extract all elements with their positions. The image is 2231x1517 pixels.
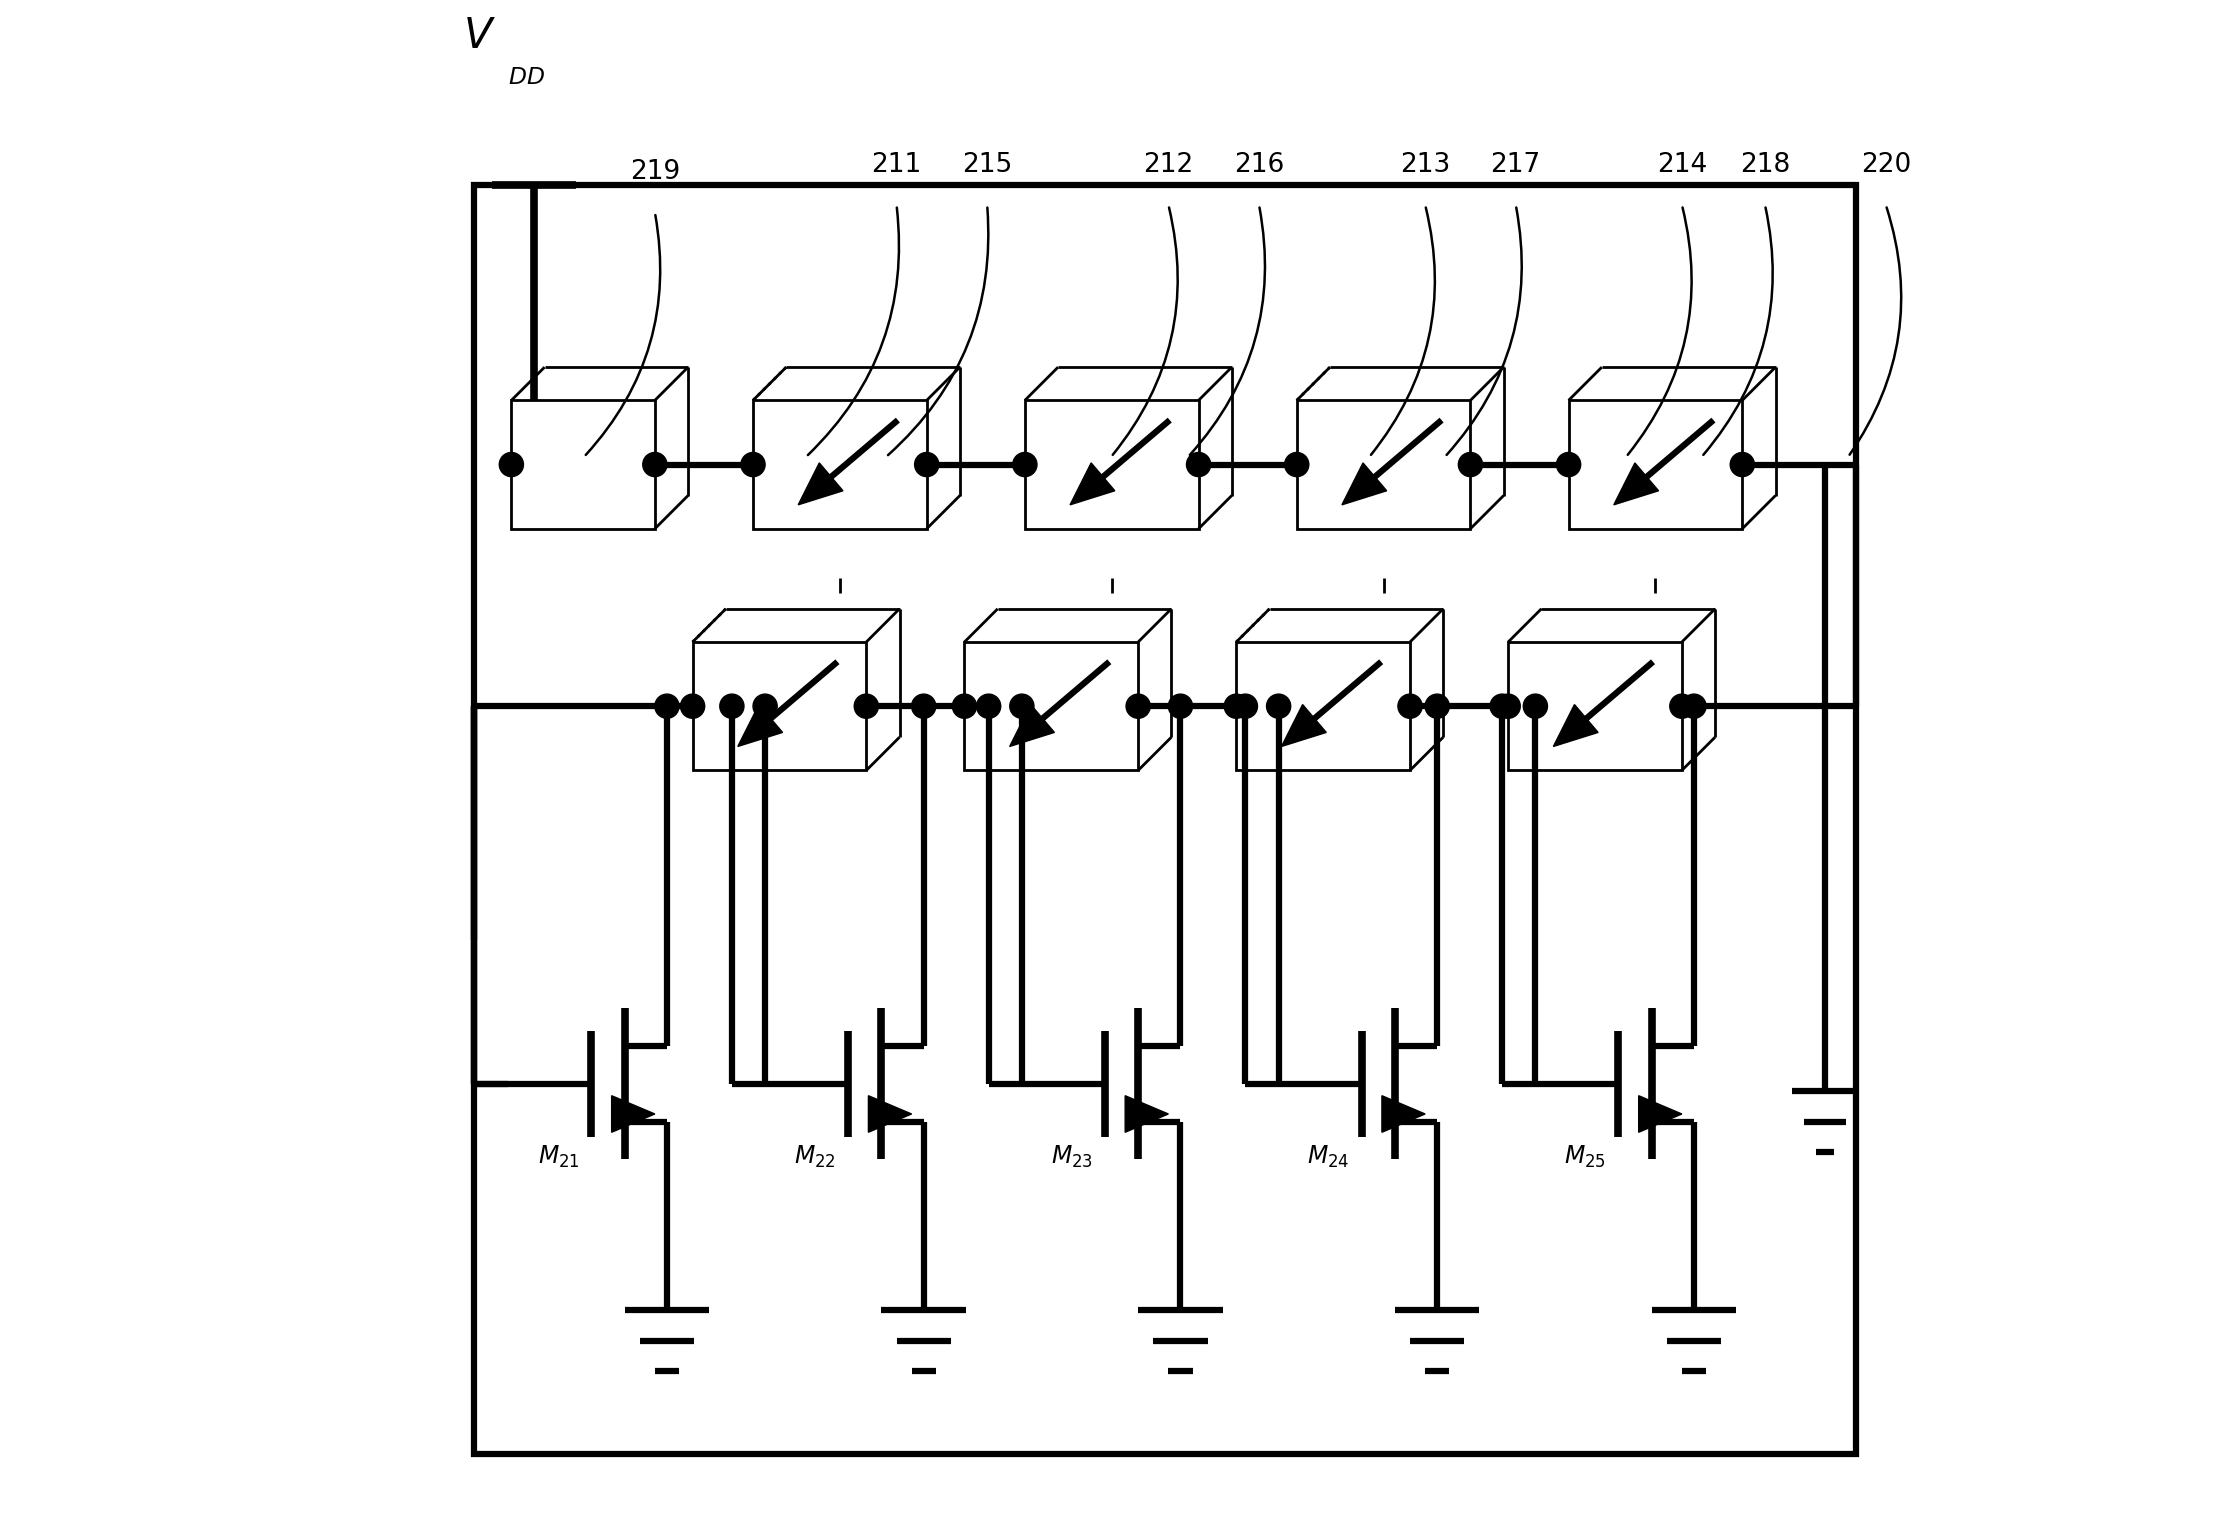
Circle shape [1524, 695, 1548, 718]
Circle shape [680, 695, 705, 718]
Text: $M_{22}$: $M_{22}$ [794, 1144, 837, 1171]
Circle shape [1013, 452, 1037, 476]
Bar [754, 400, 926, 529]
Circle shape [1490, 695, 1515, 718]
Polygon shape [1613, 463, 1658, 505]
Polygon shape [1341, 463, 1388, 505]
Text: 219: 219 [629, 159, 680, 185]
Text: 218: 218 [1740, 152, 1789, 177]
Circle shape [1187, 452, 1211, 476]
Polygon shape [738, 704, 783, 746]
Circle shape [854, 695, 879, 718]
Bar [964, 642, 1138, 771]
Text: $_{DD}$: $_{DD}$ [509, 55, 547, 86]
Circle shape [1285, 452, 1310, 476]
Circle shape [741, 452, 765, 476]
Polygon shape [1381, 1095, 1426, 1132]
Circle shape [1497, 695, 1519, 718]
Circle shape [1557, 452, 1582, 476]
Text: 212: 212 [1142, 152, 1194, 177]
Text: 220: 220 [1861, 152, 1912, 177]
Polygon shape [1553, 704, 1597, 746]
Circle shape [643, 452, 667, 476]
Bar [1508, 642, 1682, 771]
Text: 216: 216 [1234, 152, 1285, 177]
Polygon shape [1011, 704, 1055, 746]
Text: $M_{23}$: $M_{23}$ [1051, 1144, 1093, 1171]
Bar [1024, 400, 1198, 529]
Polygon shape [799, 463, 843, 505]
Circle shape [1731, 452, 1754, 476]
Circle shape [953, 695, 977, 718]
Text: $V$: $V$ [464, 15, 495, 56]
Circle shape [1234, 695, 1258, 718]
Circle shape [915, 452, 939, 476]
Polygon shape [1640, 1095, 1682, 1132]
Bar [511, 400, 656, 529]
Circle shape [1225, 695, 1249, 718]
Text: $M_{24}$: $M_{24}$ [1307, 1144, 1350, 1171]
Circle shape [1127, 695, 1151, 718]
Text: 217: 217 [1490, 152, 1542, 177]
Bar [692, 642, 866, 771]
Polygon shape [1281, 704, 1325, 746]
Text: 213: 213 [1401, 152, 1450, 177]
Polygon shape [868, 1095, 912, 1132]
Polygon shape [1071, 463, 1116, 505]
Circle shape [1169, 695, 1194, 718]
Circle shape [754, 695, 776, 718]
Bar [1568, 400, 1742, 529]
Text: $M_{21}$: $M_{21}$ [538, 1144, 580, 1171]
Text: 214: 214 [1658, 152, 1707, 177]
Circle shape [1399, 695, 1421, 718]
Circle shape [912, 695, 935, 718]
Circle shape [1267, 695, 1292, 718]
Circle shape [1011, 695, 1033, 718]
Circle shape [977, 695, 1002, 718]
Bar [1236, 642, 1410, 771]
Bar [1296, 400, 1470, 529]
Polygon shape [611, 1095, 656, 1132]
Circle shape [500, 452, 524, 476]
Circle shape [1426, 695, 1450, 718]
Text: $M_{25}$: $M_{25}$ [1564, 1144, 1606, 1171]
Bar [473, 185, 1856, 1453]
Text: 211: 211 [872, 152, 921, 177]
Circle shape [656, 695, 678, 718]
Circle shape [1682, 695, 1707, 718]
Circle shape [1459, 452, 1484, 476]
Circle shape [1669, 695, 1693, 718]
Circle shape [721, 695, 743, 718]
Text: 215: 215 [962, 152, 1013, 177]
Polygon shape [1124, 1095, 1169, 1132]
